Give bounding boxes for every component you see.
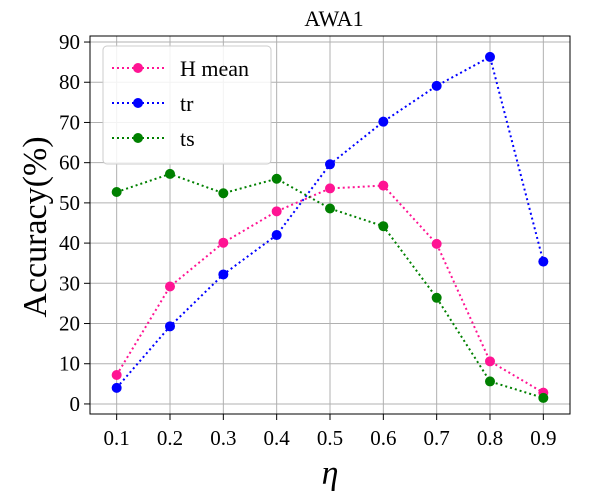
data-point-h-mean [378,180,389,191]
data-point-h-mean [111,369,122,380]
y-axis-label: Accuracy(%) [17,136,54,317]
x-tick-label: 0.1 [104,426,130,450]
data-point-tr [431,80,442,91]
y-tick-label: 30 [59,271,80,295]
y-tick-label: 40 [59,231,80,255]
x-tick-label: 0.6 [370,426,396,450]
x-tick-label: 0.4 [264,426,291,450]
x-tick-label: 0.7 [424,426,450,450]
series-lines [111,51,549,403]
series-tr [111,51,549,393]
data-point-h-mean [165,281,175,292]
y-tick-label: 70 [59,110,80,134]
chart-title: AWA1 [304,6,363,31]
y-tick-label: 10 [59,352,80,376]
x-tick-label: 0.3 [210,426,236,450]
data-point-h-mean [325,183,335,194]
y-tick-label: 0 [70,392,81,416]
data-point-h-mean [218,237,229,248]
y-tick-label: 90 [59,30,80,54]
series-h-mean [111,180,549,398]
series-ts [111,168,549,403]
data-point-tr [165,321,175,332]
series-line-h-mean [115,184,544,394]
x-tick-label: 0.8 [477,426,503,450]
data-point-tr [378,116,389,127]
data-point-tr [271,230,282,241]
x-tick-label: 0.9 [530,426,556,450]
data-point-ts [271,173,282,184]
data-point-ts [431,292,442,303]
data-point-tr [485,51,495,62]
legend-marker [133,133,143,143]
legend-entry-ts: ts [112,126,195,151]
data-point-ts [165,168,175,179]
data-point-tr [325,159,335,170]
data-point-h-mean [485,356,495,367]
data-point-tr [538,256,549,267]
data-point-ts [325,203,335,214]
y-tick-label: 20 [59,312,80,336]
data-point-tr [218,269,229,280]
x-tick-label: 0.5 [317,426,343,450]
legend: H mean tr ts [102,45,272,165]
y-tick-label: 80 [59,70,80,94]
legend-label: H mean [180,56,249,81]
data-point-ts [218,188,229,199]
data-point-ts [485,376,495,387]
data-point-ts [538,392,549,403]
y-tick-label: 50 [59,191,80,215]
series-line-ts [116,172,544,399]
legend-entry-tr: tr [112,91,194,116]
x-axis-label: η [322,455,339,492]
legend-label: ts [180,126,195,151]
axis-ticks: 0.1 0.2 0.3 0.4 0.5 0.6 0.7 0.8 0.9 0 10 20 30 40 50 60… [59,30,556,450]
legend-label: tr [180,91,194,116]
legend-entry-h-mean: H mean [112,56,249,81]
x-tick-label: 0.2 [157,426,183,450]
data-point-h-mean [431,238,442,249]
data-point-ts [378,221,389,232]
data-point-ts [111,187,122,198]
legend-marker [133,63,143,73]
data-point-tr [111,382,122,393]
y-tick-label: 60 [59,151,80,175]
data-point-h-mean [271,206,282,217]
legend-box [102,45,272,165]
legend-marker [133,98,143,108]
